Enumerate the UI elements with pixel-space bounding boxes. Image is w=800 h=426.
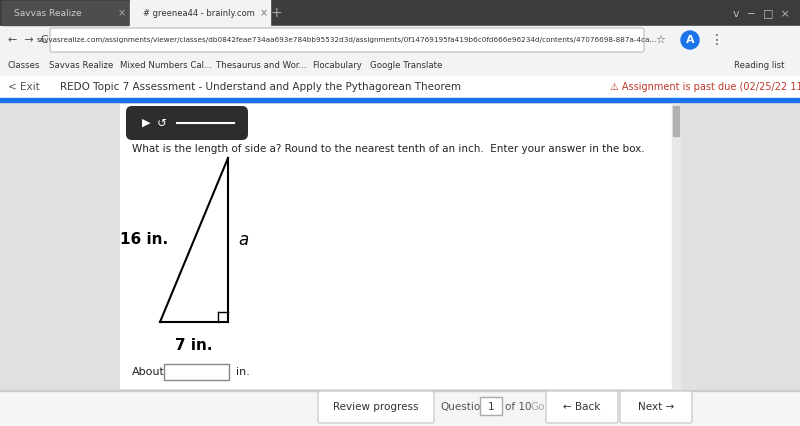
Bar [0,102,800,390]
Text: Review progress: Review progress [334,402,418,412]
FancyBboxPatch shape [620,391,692,423]
Text: Question: Question [440,402,487,412]
Bar [672,104,680,388]
Bar [164,364,229,380]
Bar [0,98,800,102]
Text: # greenea44 - brainly.com: # greenea44 - brainly.com [143,9,254,17]
Text: ▶: ▶ [142,118,150,128]
Bar [0,0,800,26]
Text: < Exit: < Exit [8,82,40,92]
FancyBboxPatch shape [318,391,434,423]
Bar [673,106,679,136]
Bar [120,104,680,388]
FancyBboxPatch shape [126,106,248,140]
FancyBboxPatch shape [50,28,644,52]
Text: Classes: Classes [8,60,41,69]
Bar [0,76,800,98]
Text: ←  →  C: ← → C [8,35,49,45]
Text: ×: × [118,8,126,18]
Text: Flocabulary: Flocabulary [312,60,362,69]
Text: +: + [270,6,282,20]
Text: ← Back: ← Back [563,402,601,412]
Text: Go: Go [530,402,545,412]
Text: a: a [238,231,248,249]
Text: 7 in.: 7 in. [175,338,213,353]
Text: What is the length of side a? Round to the nearest tenth of an inch.  Enter your: What is the length of side a? Round to t… [132,144,645,154]
Text: About: About [132,367,165,377]
Text: ⚠ Assignment is past due (02/25/22 11:59pm): ⚠ Assignment is past due (02/25/22 11:59… [610,82,800,92]
Bar [0,54,800,76]
Text: Google Translate: Google Translate [370,60,442,69]
Text: Savvas Realize: Savvas Realize [50,60,114,69]
Text: ×: × [260,8,268,18]
Text: Thesaurus and Wor...: Thesaurus and Wor... [216,60,306,69]
Text: Reading list: Reading list [734,60,785,69]
Text: Next →: Next → [638,402,674,412]
Text: Savvas Realize: Savvas Realize [14,9,82,17]
Text: 1: 1 [488,402,494,412]
Text: savvasrealize.com/assignments/viewer/classes/db0842feae734aa693e784bb95532d3d/as: savvasrealize.com/assignments/viewer/cla… [37,37,657,43]
Text: in.: in. [236,367,250,377]
Circle shape [681,31,699,49]
Text: 16 in.: 16 in. [120,233,168,248]
Text: of 10: of 10 [505,402,531,412]
Text: ⋮: ⋮ [710,33,724,47]
Text: Mixed Numbers Cal...: Mixed Numbers Cal... [120,60,212,69]
Bar [130,0,270,26]
Bar [0,390,800,391]
Bar [0,390,800,426]
Text: A: A [686,35,694,45]
Text: ☆: ☆ [655,35,665,45]
Text: ↺: ↺ [157,116,167,130]
Bar [0,26,800,54]
Bar [480,397,502,415]
Text: v  −  □  ×: v − □ × [733,8,790,18]
Text: REDO Topic 7 Assessment - Understand and Apply the Pythagorean Theorem: REDO Topic 7 Assessment - Understand and… [60,82,461,92]
Bar [2,1,128,25]
FancyBboxPatch shape [546,391,618,423]
